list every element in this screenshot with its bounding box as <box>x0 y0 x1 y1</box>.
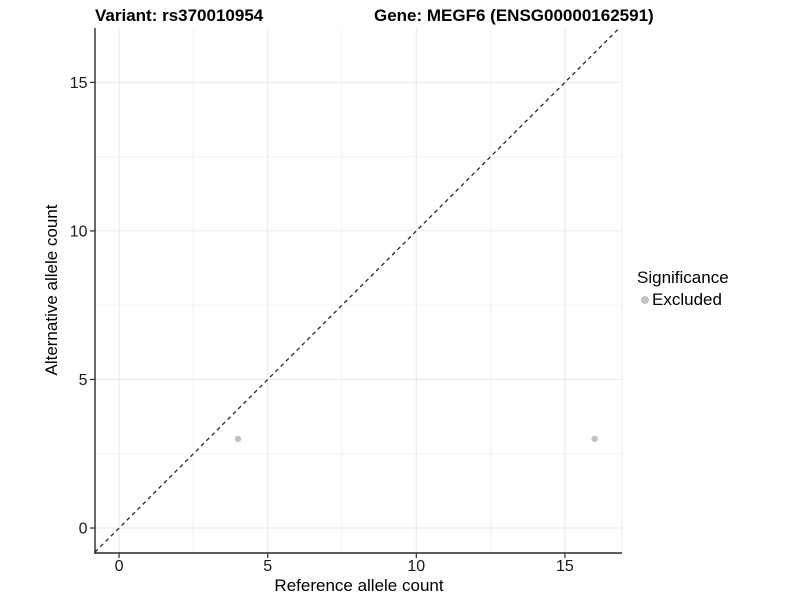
y-axis-title: Alternative allele count <box>42 204 61 376</box>
legend: Significance Excluded <box>637 268 729 309</box>
y-tick-label: 10 <box>70 223 88 240</box>
legend-item-label: Excluded <box>652 290 722 309</box>
excluded-point-icon <box>640 295 649 304</box>
x-axis-title: Reference allele count <box>274 576 444 595</box>
x-tick-label: 5 <box>263 558 272 575</box>
plot-title-gene: Gene: MEGF6 (ENSG00000162591) <box>374 6 654 25</box>
x-tick-label: 0 <box>115 558 124 575</box>
y-tick-label: 15 <box>70 75 88 92</box>
legend-key <box>637 292 652 307</box>
identity-dashed-line <box>94 27 620 553</box>
x-tick-label: 15 <box>556 558 574 575</box>
data-point <box>591 435 598 443</box>
y-tick-label: 5 <box>79 372 88 389</box>
data-point <box>234 435 242 443</box>
x-tick-label: 10 <box>407 558 425 575</box>
legend-title: Significance <box>637 268 729 287</box>
plot-title-variant: Variant: rs370010954 <box>95 6 264 25</box>
y-tick-label: 0 <box>79 521 88 538</box>
legend-item-excluded: Excluded <box>637 290 729 309</box>
